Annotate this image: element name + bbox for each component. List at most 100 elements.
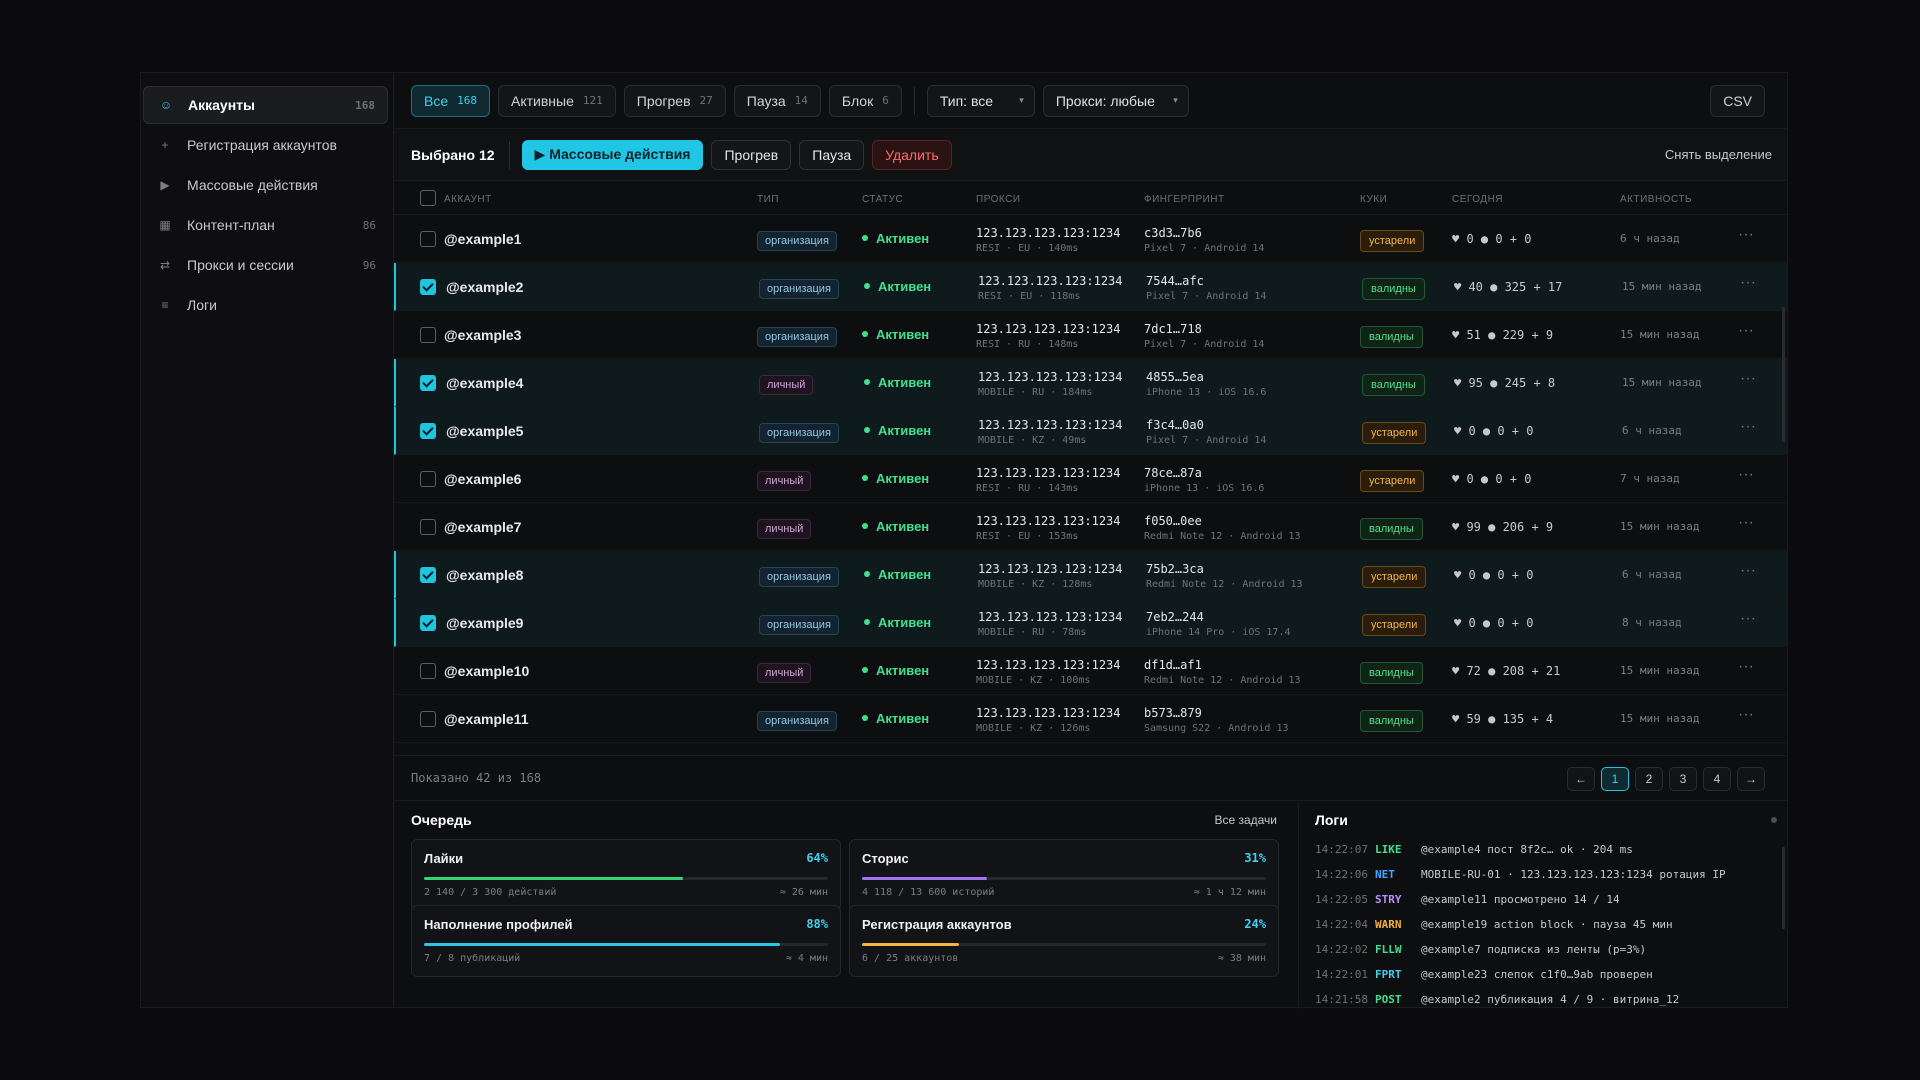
- clear-selection-link[interactable]: Снять выделение: [1664, 147, 1772, 162]
- all-tasks-link[interactable]: Все задачи: [1214, 813, 1277, 827]
- csv-export-button[interactable]: CSV: [1710, 85, 1765, 117]
- more-icon[interactable]: ···: [1738, 514, 1754, 531]
- filter-chip-4[interactable]: Блок 6: [828, 84, 902, 117]
- table-row[interactable]: @example6 личный Активен 123.123.123.123:12…: [394, 455, 1787, 503]
- queue-card[interactable]: Лайки 64% 2 140 / 3 300 действий ≈ 26 мин: [411, 839, 841, 911]
- more-icon[interactable]: ···: [1738, 658, 1754, 675]
- page-button[interactable]: 4: [1703, 767, 1731, 791]
- account-name[interactable]: @example4: [446, 375, 524, 391]
- page-button[interactable]: 3: [1669, 767, 1697, 791]
- table-row[interactable]: @example4 личный Активен 123.123.123.123:12…: [394, 359, 1787, 407]
- filter-chip-1[interactable]: Активные 121: [498, 84, 616, 117]
- sidebar-item-5[interactable]: ≡ Логи: [143, 286, 388, 324]
- filter-chip-label: Все: [424, 92, 449, 109]
- row-checkbox[interactable]: [420, 711, 436, 727]
- table-row[interactable]: @example5 организация Активен 123.123.123.1…: [394, 407, 1787, 455]
- log-entry: 14:22:01 FPRT @example23 слепок c1f0…9ab п…: [1315, 962, 1787, 987]
- table-row[interactable]: @example1 организация Активен 123.123.123.1…: [394, 215, 1787, 263]
- queue-card[interactable]: Наполнение профилей 88% 7 / 8 публикаций ≈ …: [411, 905, 841, 977]
- progress-bar: [424, 877, 828, 880]
- more-icon[interactable]: ···: [1740, 562, 1756, 579]
- progress-bar: [862, 877, 1266, 880]
- filter-chip-2[interactable]: Прогрев 27: [623, 84, 726, 117]
- filter-chip-count: 27: [699, 94, 713, 107]
- queue-card-progress: 6 / 25 аккаунтов: [862, 953, 959, 964]
- row-checkbox[interactable]: [420, 567, 436, 583]
- delete-button[interactable]: Удалить: [872, 139, 952, 170]
- more-icon[interactable]: ···: [1740, 370, 1756, 387]
- more-icon[interactable]: ···: [1740, 610, 1756, 627]
- sidebar-item-4[interactable]: ⇄ Прокси и сессии 96: [143, 246, 388, 284]
- progress-bar: [862, 943, 1266, 946]
- table-row[interactable]: @example2 организация Активен 123.123.123.1…: [394, 263, 1787, 311]
- account-name[interactable]: @example10: [444, 663, 530, 679]
- table-row[interactable]: @example3 организация Активен 123.123.123.1…: [394, 311, 1787, 359]
- activity-time: 15 мин назад: [1620, 520, 1700, 533]
- account-name[interactable]: @example8: [446, 567, 524, 583]
- fingerprint-hash: 7dc1…718: [1144, 322, 1202, 336]
- more-icon[interactable]: ···: [1740, 274, 1756, 291]
- account-name[interactable]: @example1: [444, 231, 522, 247]
- account-name[interactable]: @example11: [444, 711, 529, 727]
- select-all-checkbox[interactable]: [420, 190, 436, 206]
- next-page-button[interactable]: →: [1737, 767, 1765, 791]
- warmup-button[interactable]: Прогрев: [711, 139, 792, 170]
- filter-chip-0[interactable]: Все 168: [411, 84, 490, 117]
- sidebar-item-3[interactable]: ▦ Контент-план 86: [143, 206, 388, 244]
- row-checkbox[interactable]: [420, 519, 436, 535]
- table-scrollbar[interactable]: [1782, 307, 1785, 442]
- account-name[interactable]: @example3: [444, 327, 522, 343]
- account-name[interactable]: @example7: [444, 519, 522, 535]
- table-row[interactable]: @example11 организация Активен 123.123.123.…: [394, 695, 1787, 743]
- main-panel: Все 168 Активные 121 Прогрев 27 Пауза 14 Блок 6 Т…: [393, 73, 1787, 1009]
- row-checkbox[interactable]: [420, 663, 436, 679]
- row-checkbox[interactable]: [420, 471, 436, 487]
- row-checkbox[interactable]: [420, 327, 436, 343]
- sidebar-item-2[interactable]: ▶ Массовые действия: [143, 166, 388, 204]
- sidebar-item-1[interactable]: + Регистрация аккаунтов: [143, 126, 388, 164]
- row-checkbox[interactable]: [420, 375, 436, 391]
- fingerprint-device: Redmi Note 12 · Android 13: [1144, 675, 1301, 686]
- type-select[interactable]: Тип: все ▾: [926, 84, 1035, 117]
- table-row[interactable]: @example7 личный Активен 123.123.123.123:12…: [394, 503, 1787, 551]
- today-stats: ♥ 0 ● 0 + 0: [1454, 568, 1534, 582]
- status-badge: Активен: [862, 471, 929, 486]
- proxy-cell: 123.123.123.123:1234 MOBILE · KZ · 100ms: [976, 658, 1121, 686]
- prev-page-button[interactable]: ←: [1567, 767, 1595, 791]
- account-name[interactable]: @example9: [446, 615, 524, 631]
- pause-button[interactable]: Пауза: [799, 139, 865, 170]
- account-name[interactable]: @example6: [444, 471, 522, 487]
- queue-card[interactable]: Сторис 31% 4 118 / 13 600 историй ≈ 1 ч 12 …: [849, 839, 1279, 911]
- bulk-actions-button[interactable]: ▶ Массовые действия: [521, 139, 704, 170]
- sidebar-item-count: 168: [355, 98, 375, 112]
- more-icon[interactable]: ···: [1738, 226, 1754, 243]
- filter-chip-3[interactable]: Пауза 14: [733, 84, 821, 117]
- queue-card[interactable]: Регистрация аккаунтов 24% 6 / 25 аккаунтов…: [849, 905, 1279, 977]
- proxy-meta: RESI · RU · 143ms: [976, 483, 1079, 494]
- page-button[interactable]: 1: [1601, 767, 1629, 791]
- account-name[interactable]: @example5: [446, 423, 524, 439]
- list-icon: ≡: [161, 298, 169, 312]
- activity-time: 15 мин назад: [1622, 280, 1702, 293]
- log-message: @example2 публикация 4 / 9 · витрина_12: [1421, 993, 1680, 1006]
- sidebar-item-0[interactable]: ☺ Аккаунты 168: [143, 86, 388, 124]
- table-row[interactable]: @example8 организация Активен 123.123.123.1…: [394, 551, 1787, 599]
- row-checkbox[interactable]: [420, 615, 436, 631]
- type-badge: организация: [759, 423, 839, 443]
- more-icon[interactable]: ···: [1738, 466, 1754, 483]
- table-row[interactable]: @example9 организация Активен 123.123.123.1…: [394, 599, 1787, 647]
- account-name[interactable]: @example2: [446, 279, 524, 295]
- progress-fill: [424, 943, 780, 946]
- proxy-select[interactable]: Прокси: любые ▾: [1042, 84, 1189, 117]
- today-stats: ♥ 51 ● 229 + 9: [1452, 328, 1554, 342]
- row-checkbox[interactable]: [420, 423, 436, 439]
- row-checkbox[interactable]: [420, 279, 436, 295]
- row-checkbox[interactable]: [420, 231, 436, 247]
- more-icon[interactable]: ···: [1738, 322, 1754, 339]
- more-icon[interactable]: ···: [1740, 418, 1756, 435]
- table-row[interactable]: @example10 личный Активен 123.123.123.123:1…: [394, 647, 1787, 695]
- logs-scrollbar[interactable]: [1782, 847, 1785, 929]
- proxy-address: 123.123.123.123:1234: [978, 418, 1123, 432]
- more-icon[interactable]: ···: [1738, 706, 1754, 723]
- page-button[interactable]: 2: [1635, 767, 1663, 791]
